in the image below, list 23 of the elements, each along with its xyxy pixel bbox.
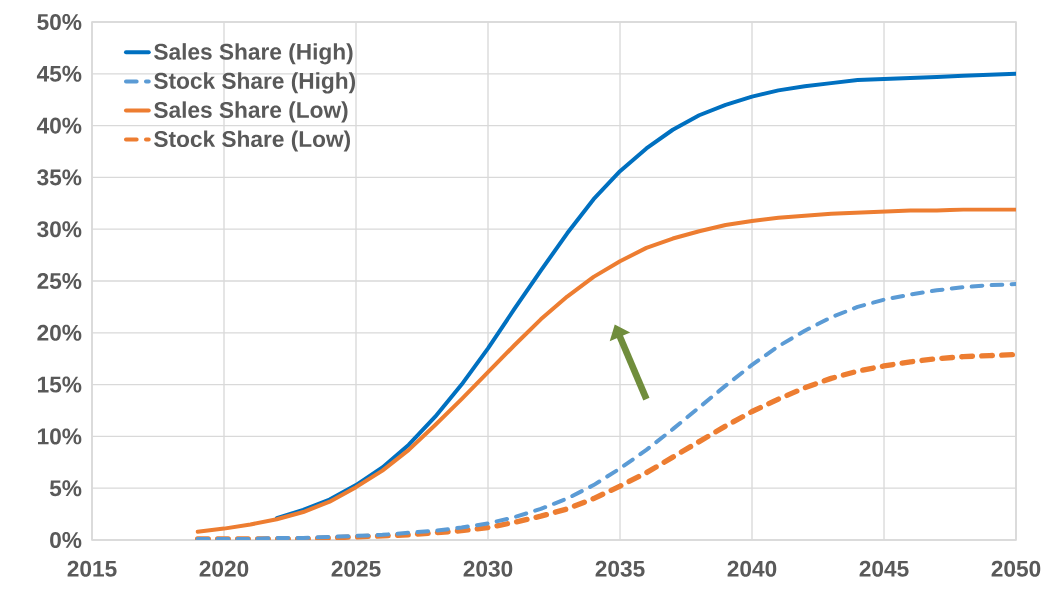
y-tick-label: 45% (36, 65, 82, 82)
x-tick-label: 2015 (67, 560, 117, 577)
x-tick-label: 2050 (991, 560, 1041, 577)
y-tick-label: 15% (38, 376, 82, 393)
y-tick-label: 40% (36, 117, 82, 134)
x-tick-label: 2020 (199, 560, 249, 577)
legend-label: Sales Share (High) (154, 43, 353, 65)
x-tick-label: 2030 (463, 560, 513, 577)
y-tick-label: 0% (50, 531, 82, 549)
x-tick-label: 2040 (727, 560, 777, 577)
y-tick-label: 50% (37, 13, 82, 31)
y-tick-label: 20% (37, 324, 82, 341)
legend-label: Stock Share (High) (154, 72, 356, 94)
y-tick-label: 30% (37, 221, 82, 238)
legend-label: Stock Share (Low) (154, 130, 351, 152)
y-tick-label: 35% (37, 169, 82, 186)
x-tick-label: 2025 (331, 560, 381, 577)
y-tick-label: 5% (49, 480, 82, 497)
x-tick-label: 2035 (595, 560, 645, 577)
y-tick-label: 25% (37, 272, 82, 290)
legend-label: Sales Share (Low) (154, 101, 348, 123)
y-tick-label: 10% (38, 428, 82, 445)
x-tick-label: 2045 (859, 560, 909, 577)
